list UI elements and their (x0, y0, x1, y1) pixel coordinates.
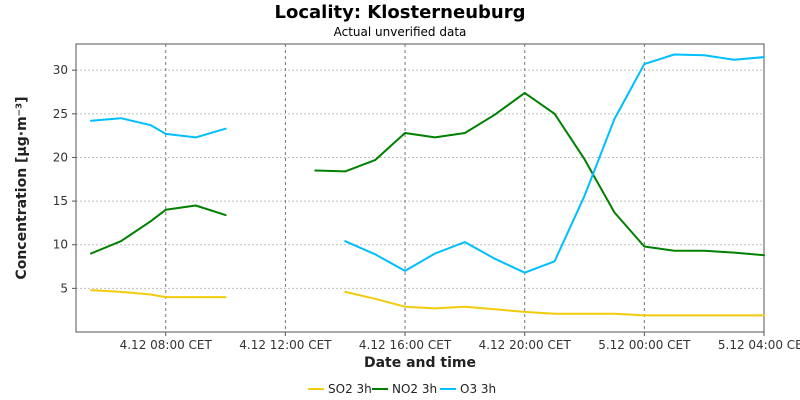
y-axis-ticks: 5 10 15 20 25 30 (53, 63, 76, 295)
legend-label-no2-3h: NO2 3h (392, 382, 437, 396)
y-tick-label: 10 (53, 238, 68, 252)
series-line-o3-3h (344, 53, 765, 274)
x-axis-label: Date and time (364, 355, 476, 371)
y-tick-label: 20 (53, 150, 68, 164)
y-tick-label: 30 (53, 63, 68, 77)
series-line-so2-3h (90, 289, 227, 299)
y-tick-label: 25 (53, 107, 68, 121)
x-tick-label: 4.12 20:00 CET (479, 338, 572, 352)
x-tick-label: 4.12 12:00 CET (239, 338, 332, 352)
plot-frame (75, 43, 765, 333)
x-tick-label: 5.12 00:00 CET (598, 338, 691, 352)
series-lines (90, 53, 765, 317)
legend-label-o3-3h: O3 3h (460, 382, 496, 396)
series-line-o3-3h (90, 117, 227, 139)
x-tick-label: 4.12 08:00 CET (120, 338, 213, 352)
x-tick-label: 5.12 04:00 CET (718, 338, 800, 352)
y-tick-label: 15 (53, 194, 68, 208)
x-tick-label: 4.12 16:00 CET (359, 338, 452, 352)
chart-title: Locality: Klosterneuburg (275, 2, 526, 23)
series-line-no2-3h (90, 204, 227, 255)
y-tick-label: 5 (60, 281, 68, 295)
x-axis-ticks: 4.12 08:00 CET 4.12 12:00 CET 4.12 16:00 C… (120, 332, 800, 352)
grid (76, 44, 765, 332)
chart-subtitle: Actual unverified data (334, 25, 467, 39)
legend-label-so2-3h: SO2 3h (328, 382, 372, 396)
series-line-no2-3h (314, 91, 765, 257)
legend: SO2 3h NO2 3h O3 3h (308, 382, 496, 396)
series-line-so2-3h (344, 290, 765, 317)
y-axis-label: Concentration [µg·m⁻³] (14, 96, 30, 279)
